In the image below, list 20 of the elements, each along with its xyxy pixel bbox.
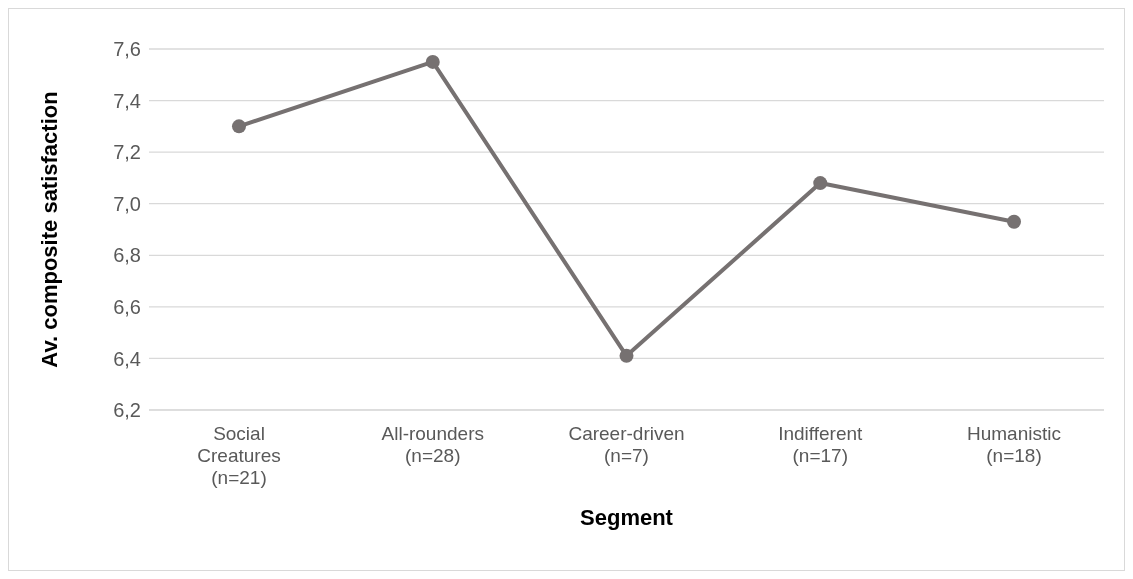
x-tick-label: All-rounders (n=28) xyxy=(381,423,484,466)
y-axis-title: Av. composite satisfaction xyxy=(36,91,62,368)
point xyxy=(232,119,246,134)
point xyxy=(1007,214,1021,229)
y-tick-label: 7,0 xyxy=(113,192,141,215)
point xyxy=(425,54,440,69)
x-axis-title: Segment xyxy=(580,505,674,530)
y-tick-label: 6,2 xyxy=(113,399,141,422)
y-tick-label: 7,6 xyxy=(113,38,141,61)
y-tick-label: 6,8 xyxy=(113,244,141,267)
x-tick-label: Humanistic (n=18) xyxy=(967,423,1061,466)
y-tick-label: 6,6 xyxy=(113,295,141,318)
point xyxy=(813,176,828,191)
y-tick-label: 7,2 xyxy=(113,141,141,164)
x-tick-label: Indifferent (n=17) xyxy=(778,423,864,466)
point xyxy=(619,348,634,363)
x-tick-label: Career-driven (n=7) xyxy=(568,423,685,466)
y-tick-label: 7,4 xyxy=(113,89,141,112)
y-tick-label: 6,4 xyxy=(113,347,141,370)
x-tick-label: Social Creatures (n=21) xyxy=(197,423,281,488)
